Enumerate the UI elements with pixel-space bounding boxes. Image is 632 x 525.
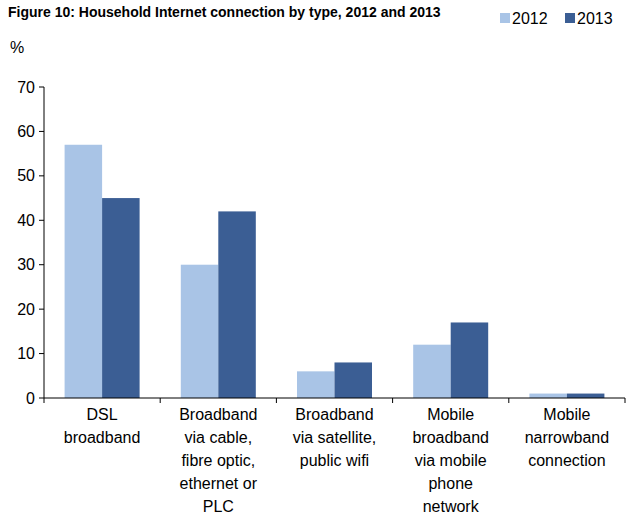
y-tick (39, 309, 44, 310)
x-tick-label-line: Broadband (179, 406, 257, 423)
x-tick-label: Mobile broadband via mobile phone network (412, 406, 489, 515)
x-tick (160, 398, 161, 403)
x-tick-label: DSL broadband (64, 406, 141, 446)
x-tick-label-line: broadband (412, 429, 489, 446)
y-tick (39, 220, 44, 221)
y-tick-label: 30 (17, 256, 35, 273)
y-tick (39, 264, 44, 265)
legend-swatch (500, 13, 510, 23)
x-tick-label-line: fibre optic, (181, 452, 255, 469)
bar (218, 211, 256, 398)
y-tick-label: 0 (26, 390, 35, 407)
legend-swatch (565, 13, 575, 23)
x-tick-label-line: broadband (64, 429, 141, 446)
bar (102, 198, 140, 398)
x-tick-label-line: via cable, (185, 429, 253, 446)
x-tick-label-line: public wifi (300, 452, 369, 469)
legend-label: 2012 (512, 10, 548, 27)
x-tick-label-line: Mobile (543, 406, 590, 423)
x-tick-label-line: phone (428, 475, 473, 492)
x-tick-label: Broadband via satellite, public wifi (293, 406, 377, 469)
x-tick-label-line: ethernet or (180, 475, 258, 492)
y-tick-label: 40 (17, 212, 35, 229)
x-tick-label-line: narrowband (525, 429, 610, 446)
x-tick (392, 398, 393, 403)
bar (181, 265, 219, 398)
title: Figure 10: Household Internet connection… (8, 4, 441, 20)
x-axis-line (44, 398, 625, 399)
x-tick (276, 398, 277, 403)
x-tick-label-line: connection (528, 452, 605, 469)
x-tick (508, 398, 509, 403)
y-tick (39, 87, 44, 88)
chart-container: Figure 10: Household Internet connection… (0, 0, 632, 525)
bar (451, 322, 489, 398)
y-tick-label: 70 (17, 79, 35, 96)
chart-svg: Figure 10: Household Internet connection… (0, 0, 632, 525)
bars (65, 145, 605, 398)
bar (413, 345, 451, 398)
y-tick-label: 50 (17, 167, 35, 184)
y-axis-label: % (10, 39, 24, 56)
x-tick (625, 398, 626, 403)
x-tick-label-line: Broadband (295, 406, 373, 423)
x-tick-label-line: network (423, 498, 480, 515)
x-tick-label: Broadband via cable, fibre optic, ethernet … (179, 406, 258, 515)
x-tick-label-line: via mobile (415, 452, 487, 469)
y-axis-line (44, 87, 45, 398)
y-tick (39, 353, 44, 354)
x-tick-label: Mobile narrowband connection (525, 406, 610, 469)
bar (529, 394, 567, 398)
bar (335, 362, 373, 398)
bar (567, 394, 605, 398)
page: {"chart_data": {"type": "bar", "title": … (0, 0, 632, 525)
y-tick (39, 175, 44, 176)
y-tick-label: 20 (17, 301, 35, 318)
x-tick (44, 398, 45, 403)
x-tick-label-line: DSL (87, 406, 118, 423)
bar (65, 145, 103, 398)
y-tick (39, 398, 44, 399)
y-tick (39, 131, 44, 132)
x-tick-label-line: via satellite, (293, 429, 377, 446)
x-tick-label-line: Mobile (427, 406, 474, 423)
y-tick-label: 10 (17, 345, 35, 362)
bar (297, 371, 335, 398)
y-tick-label: 60 (17, 123, 35, 140)
x-tick-label-line: PLC (203, 498, 234, 515)
legend-label: 2013 (577, 10, 613, 27)
